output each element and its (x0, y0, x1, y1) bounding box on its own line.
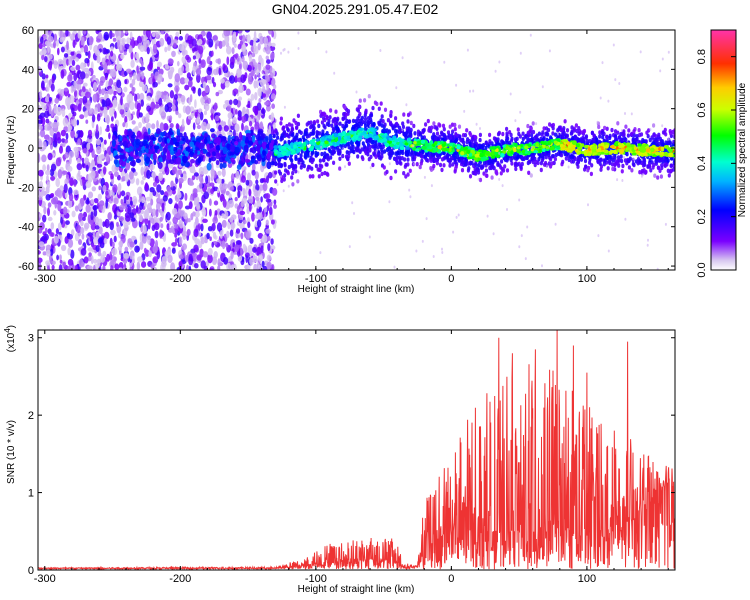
snr-scale-label: (x104) (3, 325, 17, 352)
colorbar-tick-label: 0.2 (696, 209, 708, 224)
y-tick-label: 1 (28, 488, 34, 500)
colorbar-label: Normalized spectral amplitude (737, 82, 748, 217)
x-tick-label: 100 (578, 573, 596, 585)
spectrogram-frame (37, 29, 676, 271)
x-tick-label: 100 (578, 273, 596, 285)
x-tick-label: -100 (305, 573, 327, 585)
spectrogram-x-label: Height of straight line (km) (298, 284, 415, 295)
colorbar-tick-label: 0.6 (696, 102, 708, 117)
y-tick-label: -60 (18, 261, 34, 273)
y-tick-label: 20 (22, 104, 34, 116)
colorbar-tick-label: 0.8 (696, 49, 708, 64)
x-tick-label: -100 (305, 273, 327, 285)
y-tick-label: 60 (22, 25, 34, 37)
colorbar-tick-label: 0.4 (696, 156, 708, 171)
y-tick-label: 2 (28, 410, 34, 422)
y-tick-label: 0 (28, 565, 34, 577)
snr-series-line (38, 330, 675, 570)
x-tick-label: -200 (169, 273, 191, 285)
spectrogram-axes: -300 -200 -100 0 100 60 40 20 0 -20 -40 -60 (18, 25, 675, 285)
x-tick-label: -200 (169, 573, 191, 585)
y-tick-label: -40 (18, 222, 34, 234)
spectrogram-panel: -300 -200 -100 0 100 60 40 20 0 -20 -40 -60 Height … (6, 25, 676, 295)
colorbar-ticks: 0.0 0.2 0.4 0.6 0.8 (696, 49, 736, 278)
x-tick-label: -300 (34, 573, 56, 585)
spectrogram-y-label: Frequency (Hz) (6, 116, 17, 185)
snr-panel: -300 -200 -100 0 100 0 1 2 3 Height of straight … (3, 325, 676, 595)
snr-frame (37, 329, 676, 571)
colorbar-gradient (710, 29, 737, 271)
x-tick-label: -300 (34, 273, 56, 285)
figure-title: GN04.2025.291.05.47.E02 (272, 1, 439, 17)
x-tick-label: 0 (448, 273, 454, 285)
spectrogram-heatmap (38, 30, 675, 270)
y-tick-label: 0 (28, 143, 34, 155)
colorbar-tick-label: 0.0 (696, 262, 708, 277)
snr-y-label: SNR (10 * v/v) (6, 420, 17, 484)
colorbar: 0.0 0.2 0.4 0.6 0.8 Normalized spectral ampl… (696, 29, 748, 278)
y-tick-label: -20 (18, 182, 34, 194)
x-tick-label: 0 (448, 573, 454, 585)
y-tick-label: 40 (22, 64, 34, 76)
snr-axes: -300 -200 -100 0 100 0 1 2 3 (28, 330, 675, 585)
y-tick-label: 3 (28, 333, 34, 345)
snr-x-label: Height of straight line (km) (298, 584, 415, 595)
